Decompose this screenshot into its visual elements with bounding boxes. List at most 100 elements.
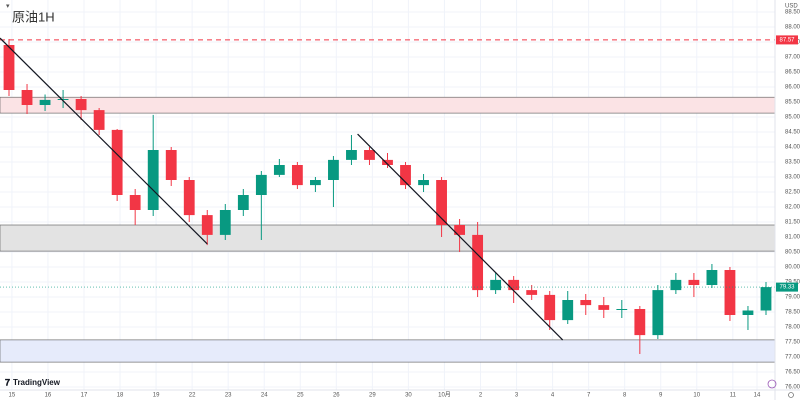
y-tick-label: 78.00 — [785, 325, 800, 331]
brand-name: TradingView — [13, 378, 61, 387]
collapse-icon[interactable]: ▾ — [6, 3, 10, 10]
x-tick-label: 3 — [515, 393, 519, 399]
trend-line — [357, 133, 564, 341]
candle-body — [508, 279, 520, 291]
axis-settings-icon[interactable] — [788, 392, 794, 398]
x-tick-label: 26 — [333, 393, 340, 399]
y-tick-label: 88.50 — [785, 10, 800, 16]
candle-body — [400, 165, 411, 186]
y-tick-label: 88.00 — [785, 25, 800, 31]
candle-body — [291, 165, 303, 186]
candle-body — [183, 180, 195, 216]
candle-body — [129, 195, 141, 210]
x-tick-label: 4 — [551, 393, 555, 399]
x-tick-label: 23 — [225, 393, 232, 399]
x-tick-label: 30 — [405, 393, 412, 399]
candle-body — [454, 225, 465, 235]
candle-body — [273, 165, 285, 175]
x-tick-label: 19 — [153, 393, 160, 399]
candle-body — [219, 210, 231, 235]
candle-body — [57, 99, 69, 100]
candle-body — [364, 150, 375, 160]
x-tick-label: 10 — [693, 393, 700, 399]
x-tick-label: 22 — [189, 393, 196, 399]
candle-body — [652, 290, 664, 336]
x-tick-label: 16 — [45, 393, 52, 399]
chart-title: 原油1H — [12, 9, 55, 24]
candle-body — [634, 309, 646, 336]
y-tick-label: 80.50 — [785, 250, 800, 256]
zone — [0, 96, 776, 114]
candle-body — [147, 150, 159, 210]
candle-body — [165, 150, 177, 180]
y-tick-label: 83.00 — [785, 175, 800, 181]
y-tick-label: 87.00 — [785, 55, 800, 61]
x-tick-label: 14 — [754, 393, 761, 399]
y-tick-label: 76.00 — [785, 385, 800, 391]
y-tick-label: 85.50 — [785, 100, 800, 106]
x-tick-label: 25 — [297, 393, 304, 399]
candle-body — [670, 279, 682, 291]
candle-body — [706, 270, 718, 285]
candle-body — [490, 279, 502, 291]
currency: USD — [785, 4, 798, 10]
y-tick-label: 81.00 — [785, 235, 800, 241]
candle-body — [21, 90, 33, 105]
candle-body — [472, 234, 484, 291]
candle-body — [688, 279, 700, 285]
y-tick-label: 77.00 — [785, 355, 800, 361]
settings-icon[interactable] — [767, 379, 777, 389]
candle-body — [39, 99, 51, 105]
candle-body — [3, 45, 15, 90]
x-tick-label: 11 — [730, 393, 737, 399]
candle-body — [255, 174, 267, 195]
candle-body — [760, 287, 772, 311]
candle-body — [742, 310, 754, 315]
y-tick-label: 83.50 — [785, 160, 800, 166]
y-tick-label: 85.00 — [785, 115, 800, 121]
candle-body — [346, 150, 357, 160]
candle-body — [724, 270, 736, 315]
y-tick-label: 80.00 — [785, 265, 800, 271]
x-tick-label: 17 — [81, 393, 88, 399]
last-price-badge — [776, 282, 798, 292]
candle-body — [616, 309, 628, 310]
plot-layer — [0, 0, 776, 390]
y-tick-label: 78.50 — [785, 310, 800, 316]
x-tick-label: 29 — [369, 393, 376, 399]
y-tick-label: 81.50 — [785, 220, 800, 226]
x-tick-label: 7 — [587, 393, 591, 399]
x-tick-label: 9 — [659, 393, 663, 399]
candle-body — [237, 195, 249, 210]
y-tick-label: 86.00 — [785, 85, 800, 91]
candle-body — [580, 300, 592, 306]
y-tick-label: 82.50 — [785, 190, 800, 196]
candle-body — [436, 180, 447, 225]
zone — [0, 224, 776, 252]
candle-body — [598, 305, 610, 310]
candle-body — [526, 290, 538, 295]
price-level-badge — [776, 35, 798, 45]
last-price-label: 79.33 — [779, 285, 795, 291]
candle-body — [93, 110, 105, 130]
y-tick-label: 86.50 — [785, 70, 800, 76]
y-tick-label: 76.50 — [785, 370, 800, 376]
y-tick-label: 84.00 — [785, 145, 800, 151]
x-tick-label: 10月 — [438, 392, 451, 399]
brand-logo[interactable]: 𝟕 TradingView — [5, 377, 61, 387]
y-tick-label: 77.50 — [785, 340, 800, 346]
candle-body — [75, 99, 87, 111]
y-tick-label: 79.50 — [785, 280, 800, 286]
x-tick-label: 2 — [479, 393, 483, 399]
trend-line — [0, 37, 208, 245]
candle-body — [111, 129, 123, 195]
y-tick-label: 82.00 — [785, 205, 800, 211]
candle-body — [544, 294, 556, 321]
x-tick-label: 15 — [9, 393, 16, 399]
candle-body — [328, 159, 339, 180]
candle-body — [418, 180, 429, 186]
zone — [0, 339, 776, 363]
candle-body — [201, 215, 213, 235]
